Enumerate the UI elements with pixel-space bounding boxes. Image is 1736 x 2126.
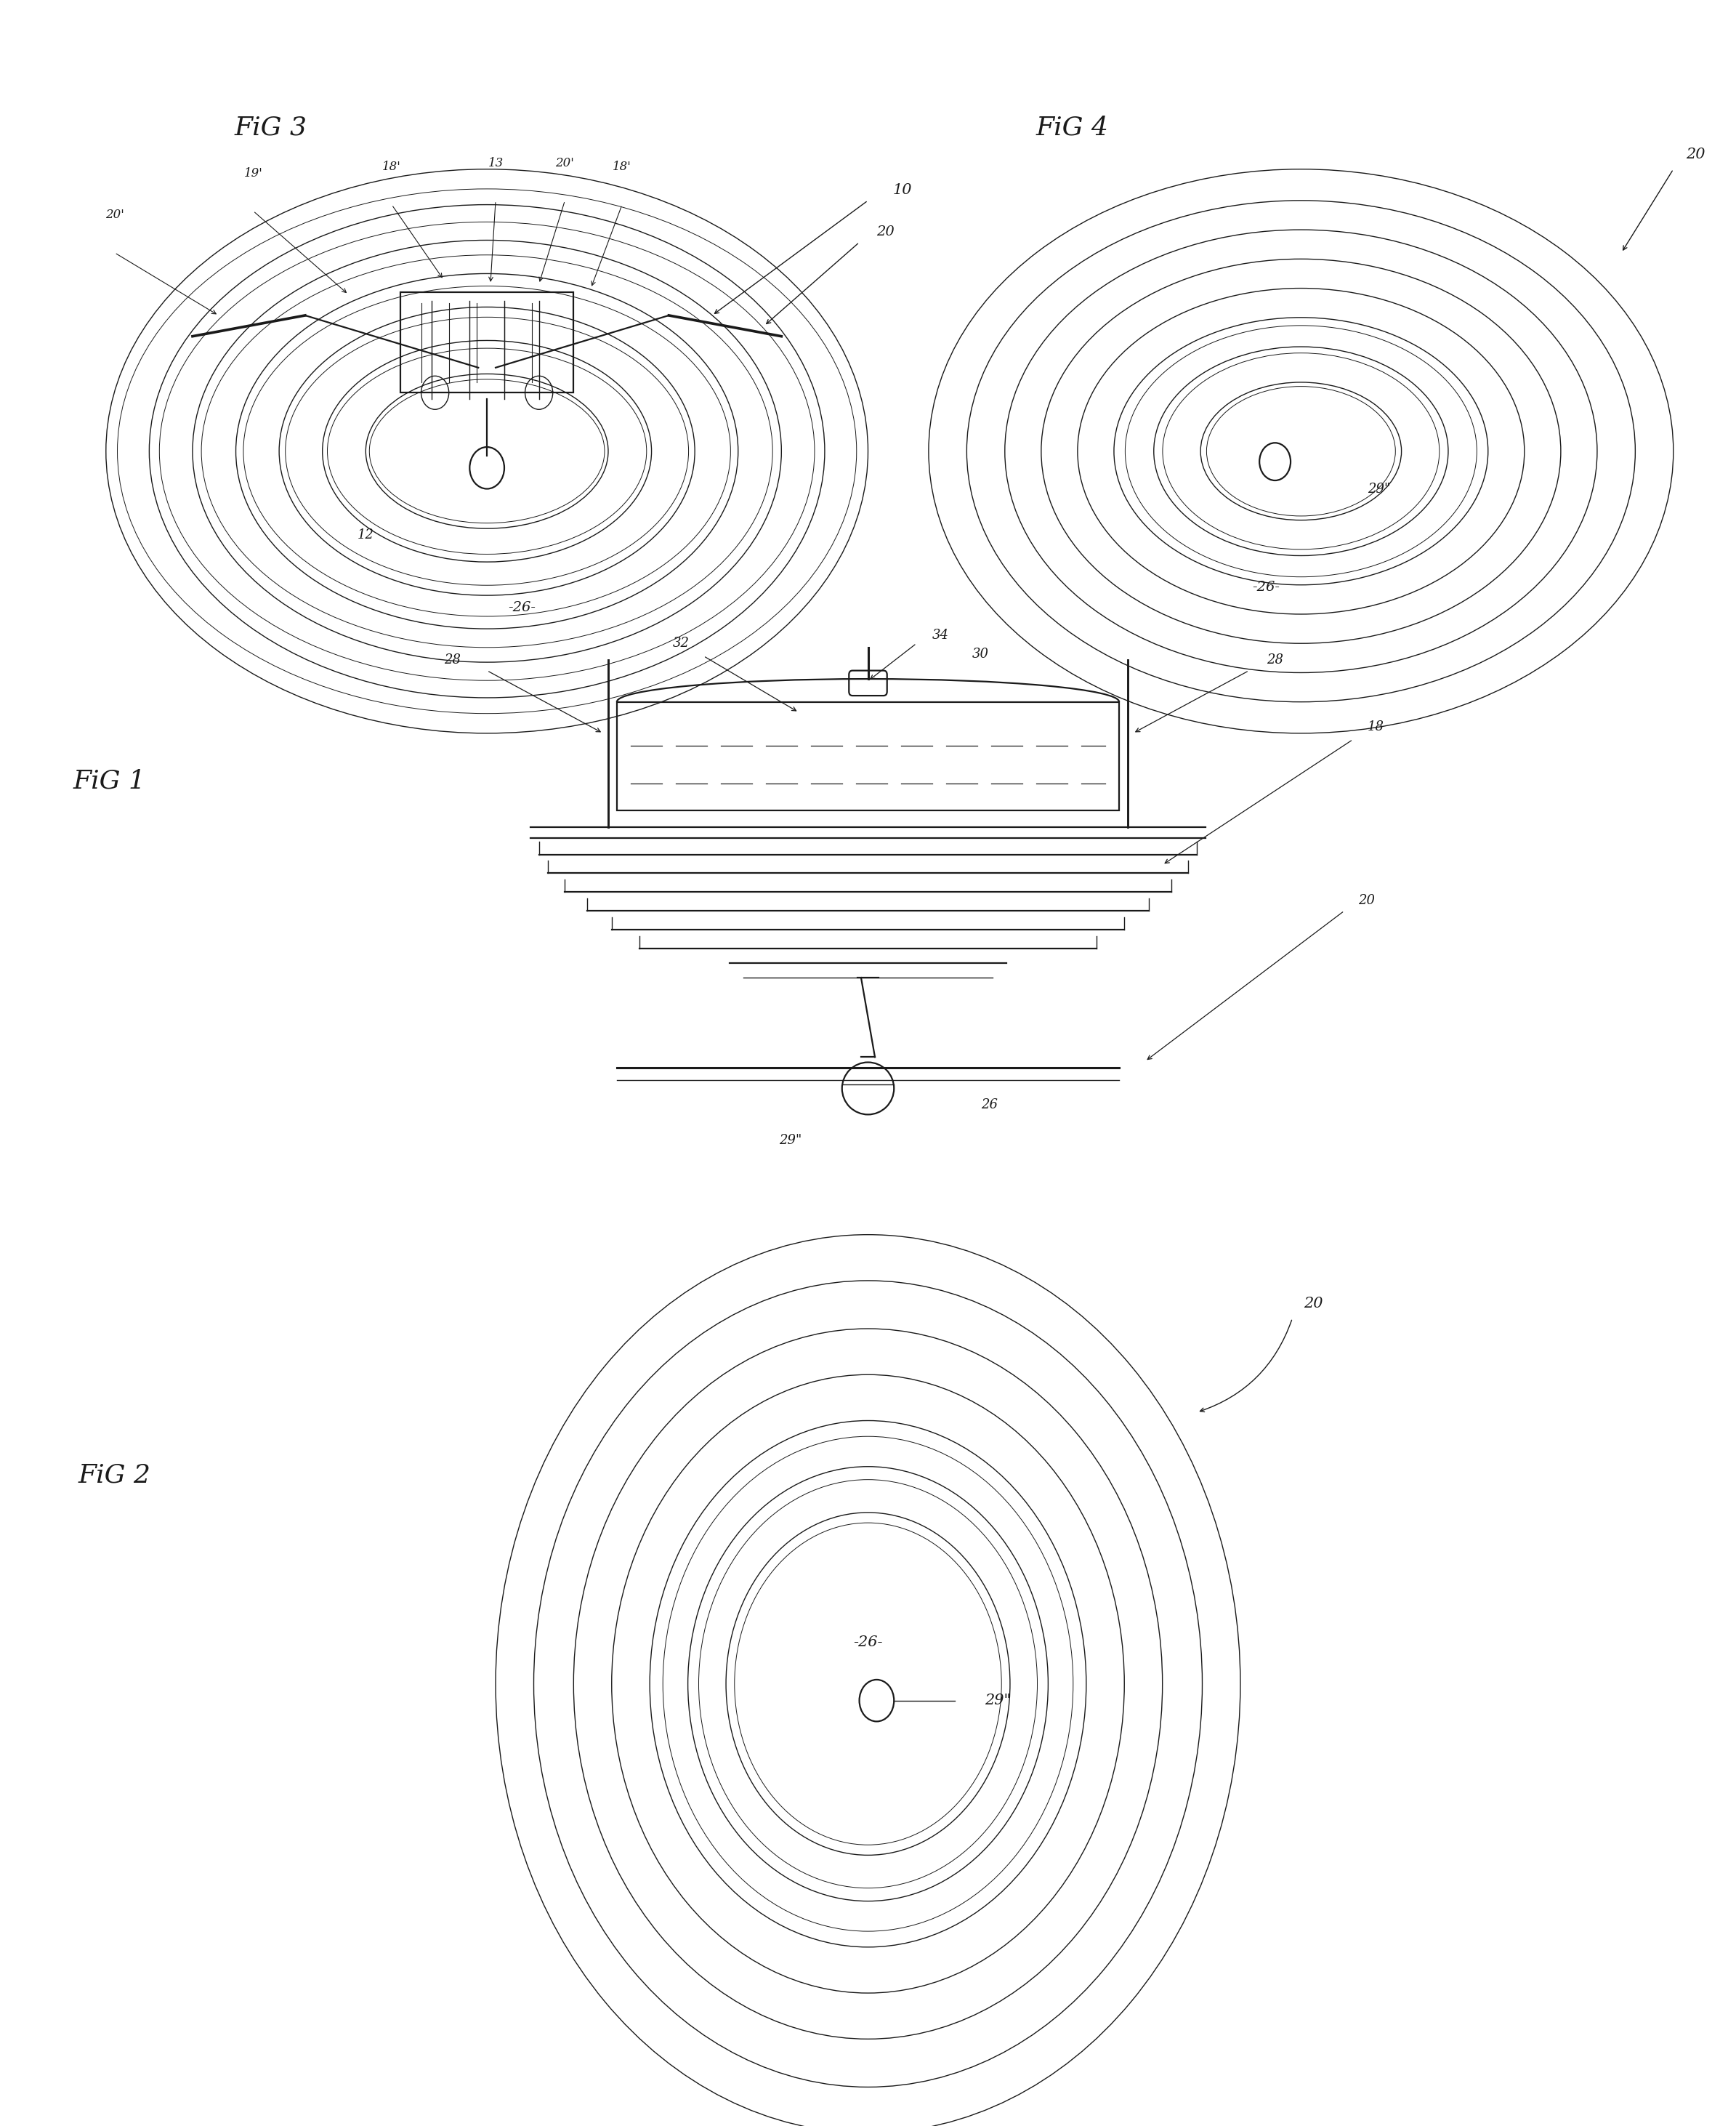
Text: 20': 20' (106, 208, 123, 221)
Text: -26-: -26- (509, 602, 535, 614)
Text: 19': 19' (243, 168, 262, 179)
Text: 32: 32 (672, 638, 689, 651)
Text: 29": 29" (1368, 483, 1391, 495)
Text: 18': 18' (382, 162, 401, 172)
Text: 29": 29" (779, 1133, 802, 1148)
Text: 20: 20 (1359, 893, 1375, 908)
Text: 20: 20 (1304, 1297, 1323, 1310)
Text: 20: 20 (1686, 147, 1705, 162)
Text: 20': 20' (556, 157, 575, 170)
Text: 28: 28 (1267, 653, 1283, 668)
Bar (401, 293, 573, 393)
Text: 26: 26 (981, 1099, 998, 1112)
Text: 18': 18' (613, 162, 632, 172)
Text: FiG 3: FiG 3 (234, 115, 307, 140)
Text: FiG 1: FiG 1 (73, 770, 146, 793)
Text: -26-: -26- (1253, 580, 1279, 593)
Text: 13: 13 (488, 157, 503, 170)
Text: 29": 29" (984, 1694, 1010, 1707)
Text: 30: 30 (972, 646, 990, 661)
Text: FiG 2: FiG 2 (78, 1463, 151, 1488)
Text: 28: 28 (444, 653, 460, 668)
Text: 18: 18 (1368, 721, 1384, 733)
Text: 34: 34 (932, 629, 950, 642)
Text: -26-: -26- (854, 1635, 882, 1650)
Text: FiG 4: FiG 4 (1036, 115, 1109, 140)
Text: 10: 10 (892, 183, 911, 198)
Bar (616, 702, 1120, 810)
Text: 12: 12 (358, 527, 373, 542)
Text: 20: 20 (877, 225, 894, 238)
